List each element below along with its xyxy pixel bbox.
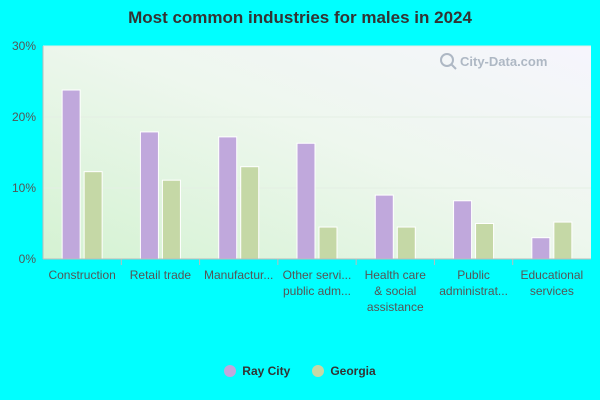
bar-georgia[interactable] xyxy=(318,226,338,260)
legend-label-ray-city: Ray City xyxy=(242,364,291,378)
watermark: City-Data.com xyxy=(440,53,547,70)
y-tick-label: 10% xyxy=(12,181,36,195)
bar-ray-city[interactable] xyxy=(296,142,316,260)
x-tick-label: Educational services xyxy=(520,268,583,298)
plot-area xyxy=(43,46,591,259)
legend-swatch-ray-city xyxy=(224,365,237,377)
legend-item-ray-city[interactable]: Ray City xyxy=(224,364,290,378)
bar-ray-city[interactable] xyxy=(61,89,81,260)
bar-georgia[interactable] xyxy=(553,221,573,260)
bar-georgia[interactable] xyxy=(161,179,181,260)
bar-ray-city[interactable] xyxy=(531,237,551,260)
legend-swatch-georgia xyxy=(312,365,325,377)
x-tick-label: Manufactur... xyxy=(204,268,273,282)
bar-georgia[interactable] xyxy=(475,223,495,260)
y-tick-label: 30% xyxy=(12,39,36,53)
bar-ray-city[interactable] xyxy=(374,194,394,260)
watermark-text: City-Data.com xyxy=(460,54,547,69)
x-axis: Construction Retail trade Manufactur... Oth… xyxy=(43,258,591,314)
magnifier-handle xyxy=(450,63,457,70)
bar-georgia[interactable] xyxy=(240,166,260,260)
x-tick-label: Public administrat... xyxy=(439,268,508,298)
bar-ray-city[interactable] xyxy=(453,200,473,260)
y-tick-label: 0% xyxy=(19,252,37,266)
y-axis: 0% 10% 20% 30% xyxy=(12,39,44,266)
bar-ray-city[interactable] xyxy=(218,136,238,260)
x-tick-label: Retail trade xyxy=(130,268,192,282)
bar-ray-city[interactable] xyxy=(139,131,159,260)
y-tick-label: 20% xyxy=(12,110,36,124)
x-tick-label: Health care & social assistance xyxy=(365,268,427,314)
gridlines xyxy=(43,45,591,189)
legend-label-georgia: Georgia xyxy=(330,364,376,378)
magnifier-icon xyxy=(440,53,454,67)
bar-georgia[interactable] xyxy=(396,226,416,260)
bar-georgia[interactable] xyxy=(83,171,103,260)
x-tick-label: Other servi... public adm... xyxy=(283,268,352,298)
legend-item-georgia[interactable]: Georgia xyxy=(312,364,376,378)
x-tick-label: Construction xyxy=(48,268,115,282)
chart-title: Most common industries for males in 2024 xyxy=(128,8,472,27)
legend: Ray City Georgia xyxy=(0,364,600,378)
